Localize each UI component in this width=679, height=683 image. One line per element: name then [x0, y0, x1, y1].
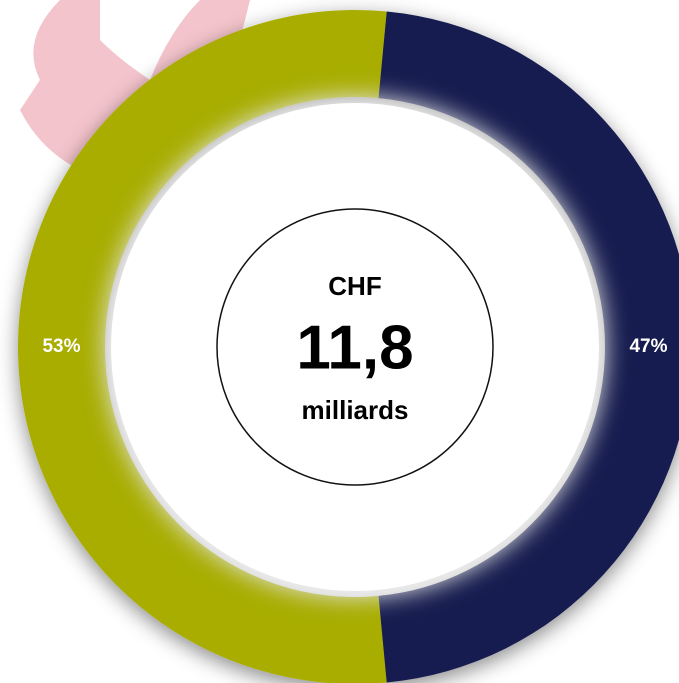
data-label: 53%: [42, 336, 80, 357]
labels: 53% 47%: [42, 336, 667, 357]
center-value: 11,8: [296, 313, 413, 382]
donut: [17, 10, 679, 683]
donut-segment: [378, 11, 679, 683]
data-label: 47%: [629, 336, 667, 357]
donut-segment: [17, 10, 387, 683]
center-circle: [216, 208, 494, 486]
background-blob: [100, 0, 200, 80]
background-blob: [20, 0, 250, 170]
center-label: CHF: [328, 271, 381, 301]
center-label: milliards: [302, 395, 409, 425]
